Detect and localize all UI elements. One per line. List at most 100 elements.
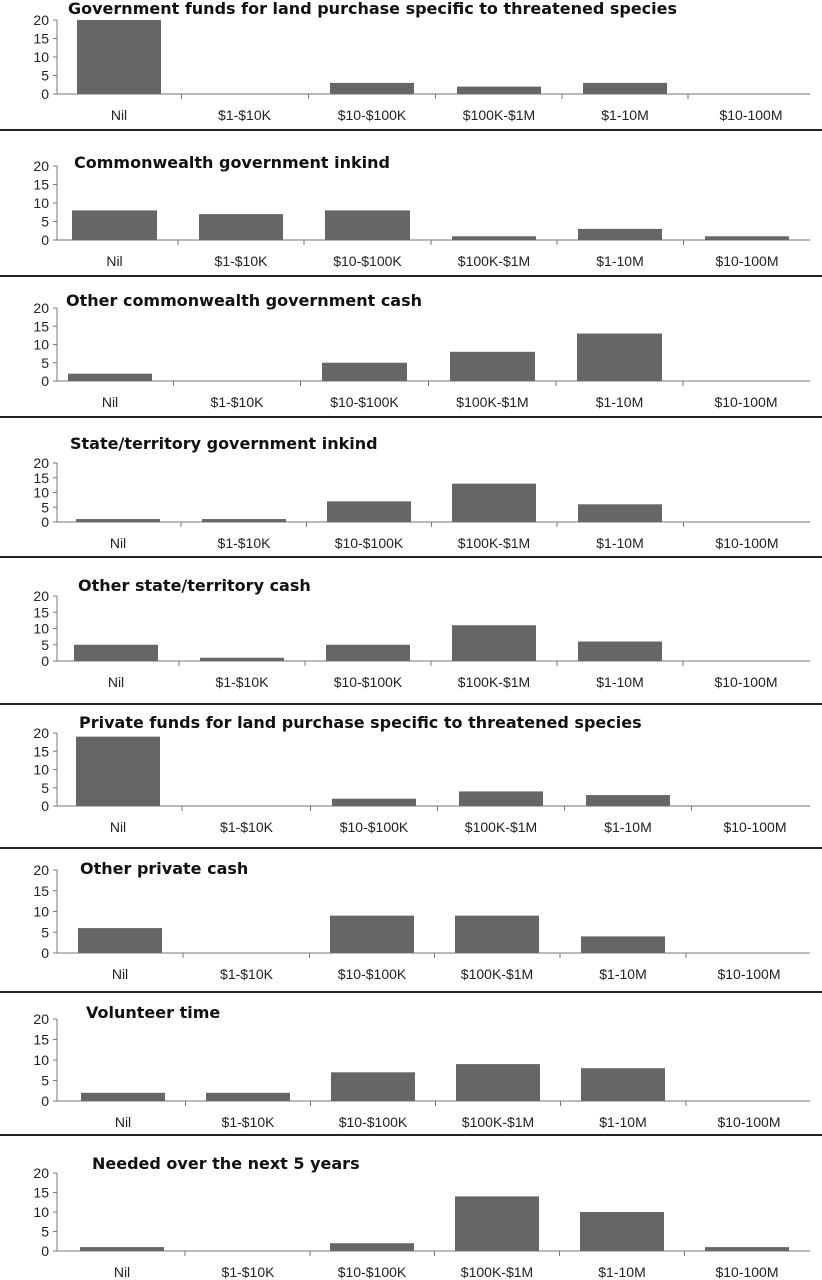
x-tick-label: $100K-$1M bbox=[456, 394, 528, 410]
bar-100k1m bbox=[455, 1196, 539, 1251]
y-tick-label: 15 bbox=[33, 177, 49, 193]
x-tick-label: Nil bbox=[106, 253, 122, 269]
bar-10100k bbox=[332, 798, 416, 806]
x-tick-label: $1-10M bbox=[598, 1264, 645, 1280]
bar-10100k bbox=[326, 644, 410, 661]
bar-110m bbox=[578, 504, 662, 522]
x-tick-label: $10-$100K bbox=[339, 1114, 408, 1130]
chart-title: Volunteer time bbox=[86, 1003, 220, 1022]
bar-10100k bbox=[322, 362, 407, 381]
y-tick-label: 20 bbox=[33, 455, 49, 471]
y-tick-label: 0 bbox=[41, 373, 49, 389]
bar-100k1m bbox=[455, 915, 539, 953]
y-tick-label: 0 bbox=[41, 232, 49, 248]
x-tick-label: $1-$10K bbox=[220, 819, 274, 835]
x-tick-label: $10-100M bbox=[717, 1114, 780, 1130]
y-tick-label: 20 bbox=[33, 158, 49, 174]
y-tick-label: 5 bbox=[41, 637, 49, 653]
bar-100k1m bbox=[450, 351, 535, 381]
x-tick-label: Nil bbox=[115, 1114, 131, 1130]
y-tick-label: 20 bbox=[33, 1165, 49, 1181]
x-tick-label: Nil bbox=[102, 394, 118, 410]
y-tick-label: 5 bbox=[41, 1073, 49, 1089]
bar-110m bbox=[580, 1212, 664, 1251]
chart-panel-4: State/territory government inkind 0510152… bbox=[33, 434, 810, 551]
bar-110m bbox=[578, 641, 662, 661]
bar-nil bbox=[77, 20, 161, 94]
x-tick-label: $10-100M bbox=[717, 966, 780, 982]
x-tick-label: $1-10M bbox=[601, 107, 648, 123]
bar-nil bbox=[80, 1247, 164, 1251]
x-tick-label: $10-$100K bbox=[338, 107, 407, 123]
bar-10100m bbox=[705, 1247, 789, 1251]
x-tick-label: $1-10M bbox=[596, 535, 643, 551]
y-tick-label: 10 bbox=[33, 49, 49, 65]
bar-110k bbox=[202, 519, 286, 522]
chart-title: Other commonwealth government cash bbox=[66, 291, 422, 310]
bar-nil bbox=[72, 210, 157, 240]
y-tick-label: 5 bbox=[41, 214, 49, 230]
x-tick-label: $1-10M bbox=[596, 394, 643, 410]
chart-panel-8: Volunteer time 0 5 10 15 20 Nil $1-$10K $10-$100… bbox=[33, 1003, 810, 1130]
chart-title: Needed over the next 5 years bbox=[92, 1154, 360, 1173]
bar-10100k bbox=[325, 210, 410, 240]
x-tick-label: $100K-$1M bbox=[458, 674, 530, 690]
bar-110k bbox=[199, 214, 283, 240]
bar-100k1m bbox=[452, 625, 536, 661]
y-tick-label: 10 bbox=[33, 337, 49, 353]
bar-nil bbox=[81, 1092, 165, 1101]
x-tick-label: $1-$10K bbox=[220, 966, 274, 982]
x-tick-label: $10-$100K bbox=[330, 394, 399, 410]
y-tick-label: 0 bbox=[41, 514, 49, 530]
x-tick-label: $1-$10K bbox=[218, 535, 272, 551]
y-tick-label: 0 bbox=[41, 1093, 49, 1109]
bar-10100k bbox=[330, 82, 414, 94]
chart-panel-7: Other private cash 0 5 10 15 20 Nil $1-$10K $10-… bbox=[33, 859, 810, 982]
y-tick-label: 20 bbox=[33, 12, 49, 28]
y-tick-label: 20 bbox=[33, 1011, 49, 1027]
x-tick-label: $100K-$1M bbox=[463, 107, 535, 123]
y-tick-label: 15 bbox=[33, 470, 49, 486]
x-tick-label: $10-$100K bbox=[338, 1264, 407, 1280]
bar-110k bbox=[206, 1092, 290, 1101]
x-tick-label: $10-$100K bbox=[340, 819, 409, 835]
x-tick-label: $10-100M bbox=[714, 674, 777, 690]
bar-nil bbox=[68, 373, 152, 381]
chart-title: Other private cash bbox=[80, 859, 248, 878]
y-tick-label: 20 bbox=[33, 588, 49, 604]
bar-100k1m bbox=[452, 236, 536, 240]
x-tick-label: $1-$10K bbox=[216, 674, 270, 690]
bar-110m bbox=[577, 333, 662, 381]
y-tick-label: 0 bbox=[41, 798, 49, 814]
x-tick-label: $10-100M bbox=[715, 1264, 778, 1280]
y-tick-label: 10 bbox=[33, 1052, 49, 1068]
x-tick-label: $1-$10K bbox=[222, 1114, 276, 1130]
y-tick-label: 5 bbox=[41, 780, 49, 796]
bar-110m bbox=[578, 228, 662, 240]
y-tick-label: 5 bbox=[41, 355, 49, 371]
chart-title: Other state/territory cash bbox=[78, 576, 311, 595]
x-tick-label: $1-10M bbox=[596, 674, 643, 690]
x-tick-label: Nil bbox=[108, 674, 124, 690]
x-tick-label: $1-10M bbox=[599, 966, 646, 982]
x-tick-label: $100K-$1M bbox=[461, 966, 533, 982]
x-tick-label: $1-$10K bbox=[218, 107, 272, 123]
y-tick-label: 5 bbox=[41, 1224, 49, 1240]
bar-nil bbox=[74, 644, 158, 661]
chart-panel-2: Commonwealth government inkind 0 5 10 15 20 Ni… bbox=[33, 153, 810, 269]
bar-110m bbox=[581, 1068, 665, 1101]
y-tick-label: 10 bbox=[33, 904, 49, 920]
bar-nil bbox=[78, 928, 162, 953]
y-tick-label: 0 bbox=[41, 653, 49, 669]
x-tick-label: $10-100M bbox=[715, 253, 778, 269]
x-tick-label: Nil bbox=[110, 819, 126, 835]
chart-title: State/territory government inkind bbox=[70, 434, 378, 453]
y-tick-label: 5 bbox=[41, 68, 49, 84]
x-tick-label: Nil bbox=[112, 966, 128, 982]
bar-nil bbox=[76, 736, 160, 806]
x-tick-label: $10-$100K bbox=[338, 966, 407, 982]
x-tick-label: $100K-$1M bbox=[458, 535, 530, 551]
x-tick-label: $100K-$1M bbox=[465, 819, 537, 835]
